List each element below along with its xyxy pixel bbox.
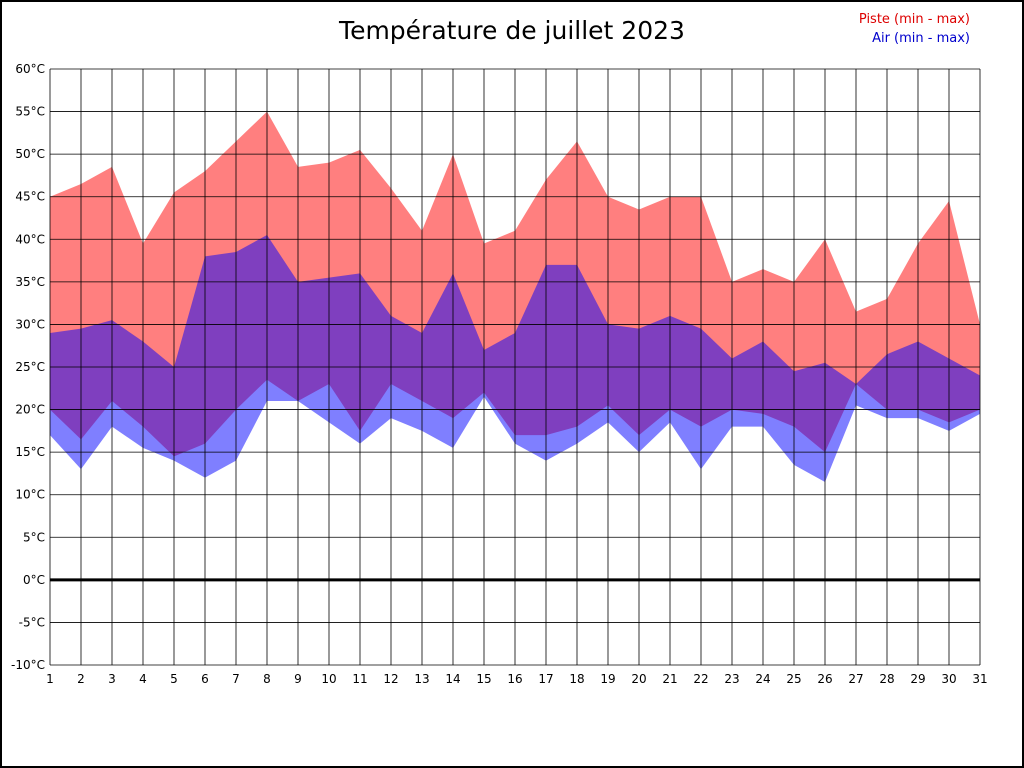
x-tick-label: 30: [941, 672, 956, 686]
chart-title: Température de juillet 2023: [339, 16, 685, 45]
x-tick-label: 1: [46, 672, 54, 686]
x-tick-label: 5: [170, 672, 178, 686]
y-tick-label: 60°C: [15, 62, 45, 76]
x-tick-label: 22: [693, 672, 708, 686]
y-tick-label: 45°C: [15, 190, 45, 204]
y-tick-label: 50°C: [15, 147, 45, 161]
y-tick-label: 35°C: [15, 275, 45, 289]
x-tick-label: 20: [631, 672, 646, 686]
x-tick-label: 10: [321, 672, 336, 686]
x-tick-label: 31: [972, 672, 987, 686]
x-tick-label: 17: [538, 672, 553, 686]
y-tick-label: 25°C: [15, 360, 45, 374]
x-tick-label: 28: [879, 672, 894, 686]
x-tick-label: 14: [445, 672, 460, 686]
x-tick-label: 12: [383, 672, 398, 686]
legend-item-air: Air (min - max): [872, 31, 970, 46]
x-tick-label: 7: [232, 672, 240, 686]
x-tick-label: 25: [786, 672, 801, 686]
y-tick-label: 40°C: [15, 232, 45, 246]
x-tick-label: 3: [108, 672, 116, 686]
legend-item-piste: Piste (min - max): [858, 12, 970, 27]
x-tick-label: 11: [352, 672, 367, 686]
x-tick-label: 15: [476, 672, 491, 686]
y-tick-label: 15°C: [15, 445, 45, 459]
x-tick-label: 29: [910, 672, 925, 686]
y-tick-label: 5°C: [23, 530, 45, 544]
x-tick-label: 18: [569, 672, 584, 686]
x-tick-label: 27: [848, 672, 863, 686]
x-tick-label: 8: [263, 672, 271, 686]
x-tick-label: 9: [294, 672, 302, 686]
x-tick-label: 16: [507, 672, 522, 686]
x-tick-label: 6: [201, 672, 209, 686]
y-tick-label: -10°C: [11, 658, 45, 672]
x-tick-label: 19: [600, 672, 615, 686]
x-tick-label: 2: [77, 672, 85, 686]
y-tick-label: 10°C: [15, 488, 45, 502]
y-tick-label: 20°C: [15, 403, 45, 417]
legend: Piste (min - max) Air (min - max): [859, 10, 970, 48]
y-tick-label: 0°C: [23, 573, 45, 587]
x-tick-label: 23: [724, 672, 739, 686]
x-tick-label: 13: [414, 672, 429, 686]
x-tick-label: 26: [817, 672, 832, 686]
x-tick-label: 24: [755, 672, 770, 686]
y-tick-label: 55°C: [15, 105, 45, 119]
x-tick-label: 4: [139, 672, 147, 686]
y-tick-label: 30°C: [15, 317, 45, 331]
y-tick-label: -5°C: [19, 615, 45, 629]
x-tick-label: 21: [662, 672, 677, 686]
